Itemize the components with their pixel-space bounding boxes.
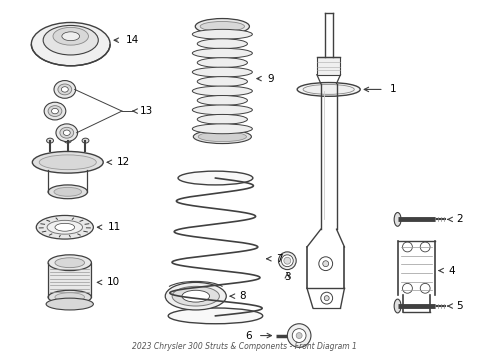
Ellipse shape <box>182 290 209 302</box>
Ellipse shape <box>55 258 84 267</box>
Ellipse shape <box>48 185 87 199</box>
Ellipse shape <box>54 188 81 196</box>
Ellipse shape <box>197 114 247 124</box>
Ellipse shape <box>281 255 293 267</box>
Circle shape <box>287 324 310 347</box>
Text: 2023 Chrysler 300 Struts & Components - Front Diagram 1: 2023 Chrysler 300 Struts & Components - … <box>131 342 356 351</box>
Text: 4: 4 <box>448 266 454 276</box>
Ellipse shape <box>64 138 71 143</box>
Circle shape <box>402 242 411 252</box>
Text: 2: 2 <box>456 215 462 224</box>
Ellipse shape <box>43 26 98 55</box>
Ellipse shape <box>39 155 96 170</box>
Text: 9: 9 <box>267 73 274 84</box>
Ellipse shape <box>195 18 249 34</box>
Ellipse shape <box>32 152 103 173</box>
Bar <box>48 263 91 297</box>
Ellipse shape <box>62 32 80 41</box>
Ellipse shape <box>197 77 247 86</box>
Text: 11: 11 <box>108 222 121 232</box>
Circle shape <box>318 257 332 271</box>
Ellipse shape <box>192 67 252 77</box>
Ellipse shape <box>192 124 252 134</box>
Circle shape <box>402 283 411 293</box>
Ellipse shape <box>303 85 353 94</box>
Ellipse shape <box>61 87 68 92</box>
Ellipse shape <box>82 138 89 143</box>
Ellipse shape <box>55 223 75 231</box>
Ellipse shape <box>192 48 252 58</box>
Circle shape <box>296 333 302 338</box>
Text: 5: 5 <box>456 301 462 311</box>
Ellipse shape <box>31 22 110 66</box>
Ellipse shape <box>36 215 93 239</box>
Ellipse shape <box>192 86 252 96</box>
Ellipse shape <box>48 290 91 304</box>
Bar <box>316 57 340 75</box>
Ellipse shape <box>51 108 58 114</box>
Ellipse shape <box>44 102 66 120</box>
Ellipse shape <box>197 95 247 105</box>
Text: 14: 14 <box>125 35 139 45</box>
Ellipse shape <box>172 286 219 306</box>
Ellipse shape <box>54 81 76 98</box>
Ellipse shape <box>192 30 252 39</box>
Ellipse shape <box>55 293 84 302</box>
Ellipse shape <box>56 124 78 141</box>
Ellipse shape <box>178 171 252 185</box>
Ellipse shape <box>193 130 251 144</box>
Ellipse shape <box>53 27 88 45</box>
Ellipse shape <box>46 298 93 310</box>
Ellipse shape <box>58 84 72 95</box>
Ellipse shape <box>297 82 360 96</box>
Circle shape <box>324 296 328 301</box>
Ellipse shape <box>197 39 247 49</box>
Ellipse shape <box>393 299 400 313</box>
Ellipse shape <box>48 106 62 117</box>
Text: 13: 13 <box>140 106 153 116</box>
Text: 10: 10 <box>107 278 120 287</box>
Text: 3: 3 <box>284 273 290 282</box>
Ellipse shape <box>63 130 70 135</box>
Ellipse shape <box>60 127 74 138</box>
Ellipse shape <box>278 252 296 270</box>
Ellipse shape <box>197 58 247 68</box>
Ellipse shape <box>46 138 53 143</box>
Ellipse shape <box>200 22 244 31</box>
Ellipse shape <box>48 255 91 271</box>
Text: 8: 8 <box>239 291 245 301</box>
Circle shape <box>292 329 305 342</box>
Ellipse shape <box>393 212 400 226</box>
Ellipse shape <box>47 220 82 234</box>
Circle shape <box>320 292 332 304</box>
Ellipse shape <box>198 132 246 141</box>
Text: 6: 6 <box>245 330 251 341</box>
Ellipse shape <box>284 257 290 264</box>
Text: 7: 7 <box>276 254 283 264</box>
Text: 1: 1 <box>389 84 396 94</box>
Ellipse shape <box>165 282 226 310</box>
Circle shape <box>419 283 429 293</box>
Circle shape <box>322 261 328 267</box>
Circle shape <box>419 242 429 252</box>
Ellipse shape <box>192 105 252 115</box>
Ellipse shape <box>168 308 262 324</box>
Text: 12: 12 <box>117 157 130 167</box>
